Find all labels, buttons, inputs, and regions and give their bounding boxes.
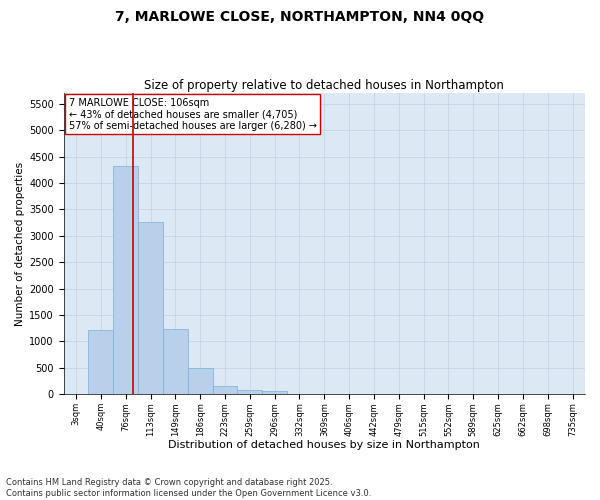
Bar: [88, 330, 113, 394]
Bar: [113, 166, 138, 394]
Text: Contains HM Land Registry data © Crown copyright and database right 2025.
Contai: Contains HM Land Registry data © Crown c…: [6, 478, 371, 498]
X-axis label: Distribution of detached houses by size in Northampton: Distribution of detached houses by size …: [169, 440, 480, 450]
Text: 7 MARLOWE CLOSE: 106sqm
← 43% of detached houses are smaller (4,705)
57% of semi: 7 MARLOWE CLOSE: 106sqm ← 43% of detache…: [69, 98, 317, 131]
Y-axis label: Number of detached properties: Number of detached properties: [15, 162, 25, 326]
Bar: [138, 222, 163, 394]
Title: Size of property relative to detached houses in Northampton: Size of property relative to detached ho…: [145, 79, 504, 92]
Text: 7, MARLOWE CLOSE, NORTHAMPTON, NN4 0QQ: 7, MARLOWE CLOSE, NORTHAMPTON, NN4 0QQ: [115, 10, 485, 24]
Bar: [212, 386, 238, 394]
Bar: [163, 330, 188, 394]
Bar: [262, 391, 287, 394]
Bar: [238, 390, 262, 394]
Bar: [188, 368, 212, 394]
